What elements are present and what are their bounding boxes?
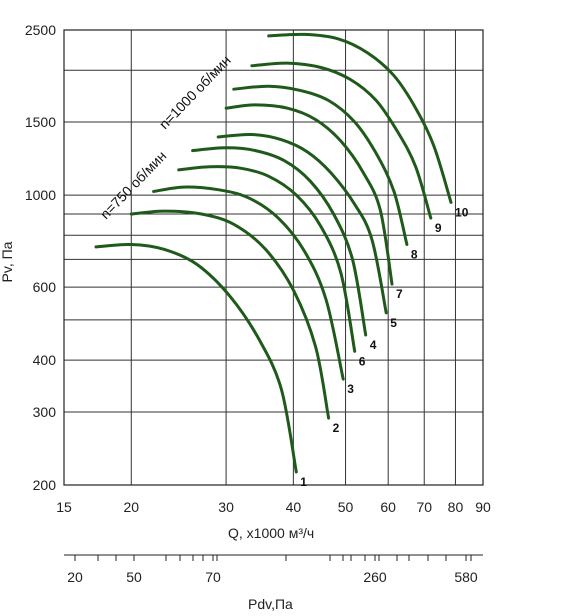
curve-label-8: 8 bbox=[411, 248, 418, 262]
fan-curve-8 bbox=[232, 84, 409, 246]
curve-label-2: 2 bbox=[333, 421, 340, 435]
curve-label-7: 7 bbox=[396, 287, 403, 301]
fan-curve-2 bbox=[129, 209, 331, 420]
fan-curves bbox=[94, 32, 453, 474]
fan-curve-9 bbox=[250, 61, 433, 220]
plot-frame bbox=[63, 29, 484, 486]
curve-label-5: 5 bbox=[390, 316, 397, 330]
fan-curve-3 bbox=[152, 185, 345, 381]
fan-curve-5 bbox=[216, 132, 388, 315]
curve-label-4: 4 bbox=[370, 338, 377, 352]
y-tick-label: 1000 bbox=[25, 187, 56, 203]
x-tick-label: 30 bbox=[218, 499, 234, 515]
x-tick-label: 70 bbox=[416, 499, 432, 515]
pdv-tick-label: 70 bbox=[205, 569, 221, 585]
curve-label-3: 3 bbox=[347, 382, 354, 396]
x-tick-label: 90 bbox=[475, 499, 491, 515]
y-tick-label: 2500 bbox=[25, 22, 56, 38]
x-tick-label: 80 bbox=[448, 499, 464, 515]
x-tick-label: 60 bbox=[380, 499, 396, 515]
x-tick-labels: 15 20 30 40 50 60 70 80 90 bbox=[56, 499, 491, 515]
y-tick-label: 1500 bbox=[25, 114, 56, 130]
y-tick-label: 300 bbox=[33, 404, 57, 420]
curve-label-10: 10 bbox=[455, 205, 469, 219]
pdv-tick-label: 50 bbox=[126, 569, 142, 585]
fan-curve-10 bbox=[267, 32, 453, 204]
fan-curve-1 bbox=[94, 242, 298, 474]
y-tick-label: 600 bbox=[33, 279, 57, 295]
x-tick-label: 20 bbox=[123, 499, 139, 515]
pdv-axis-title: Pdv,Па bbox=[248, 596, 293, 612]
pdv-tick-label: 260 bbox=[363, 569, 387, 585]
curve-label-1: 1 bbox=[300, 475, 307, 489]
speed-annotation-1000: n=1000 об/мин bbox=[156, 52, 234, 132]
pdv-minor-ticks bbox=[97, 555, 472, 561]
curve-label-9: 9 bbox=[435, 221, 442, 235]
x-tick-label: 15 bbox=[56, 499, 72, 515]
x-tick-label: 40 bbox=[286, 499, 302, 515]
y-axis-title: Pv, Па bbox=[0, 241, 15, 282]
x-axis-title: Q, x1000 м³/ч bbox=[228, 525, 314, 541]
fan-curve-7 bbox=[224, 103, 394, 286]
x-tick-label: 50 bbox=[338, 499, 354, 515]
curve-label-6: 6 bbox=[359, 354, 366, 368]
y-tick-labels: 200 300 400 600 1000 1500 2500 bbox=[25, 22, 56, 493]
fan-curve-4 bbox=[191, 146, 368, 337]
fan-curve-6 bbox=[177, 165, 357, 353]
y-tick-label: 200 bbox=[33, 477, 57, 493]
pdv-tick-label: 20 bbox=[67, 569, 83, 585]
pdv-tick-label: 580 bbox=[454, 569, 478, 585]
pdv-tick-labels: 20 50 70 260 580 bbox=[67, 555, 478, 585]
y-tick-label: 400 bbox=[33, 352, 57, 368]
